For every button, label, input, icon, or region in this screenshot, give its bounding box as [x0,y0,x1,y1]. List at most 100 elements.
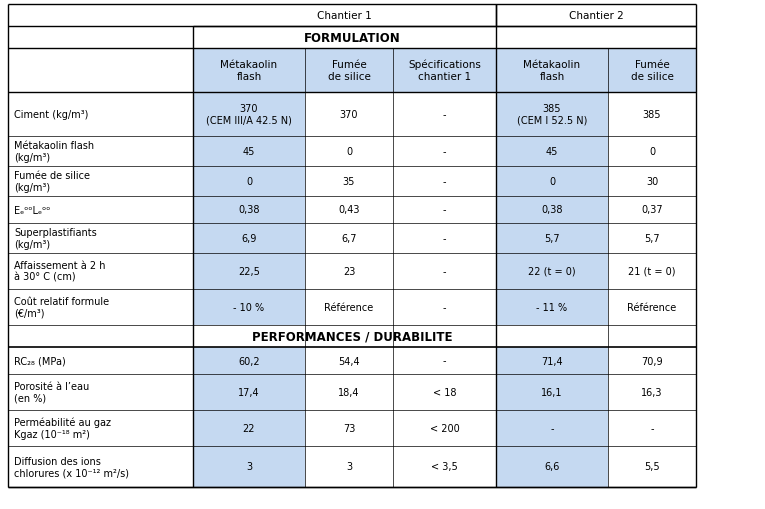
Text: Coût relatif formule
(€/m³): Coût relatif formule (€/m³) [14,297,109,318]
Bar [8,166,193,196]
Bar [496,196,608,223]
Bar [496,93,608,137]
Text: 22,5: 22,5 [238,267,260,276]
Bar [393,290,496,325]
Bar [8,325,696,347]
Text: < 200: < 200 [430,423,459,433]
Bar [8,410,193,446]
Bar [305,446,393,487]
Text: < 3,5: < 3,5 [431,462,458,471]
Bar [305,166,393,196]
Text: -: - [550,423,554,433]
Bar [608,253,696,290]
Text: -: - [443,234,446,243]
Text: 17,4: 17,4 [238,387,260,397]
Text: 16,1: 16,1 [542,387,563,397]
Text: 23: 23 [343,267,355,276]
Bar [496,49,608,93]
Text: Superplastifiants
(kg/m³): Superplastifiants (kg/m³) [14,228,96,249]
Text: Référence: Référence [324,302,373,313]
Text: Perméabilité au gaz
Kgaz (10⁻¹⁸ m²): Perméabilité au gaz Kgaz (10⁻¹⁸ m²) [14,417,111,439]
Text: 6,6: 6,6 [545,462,560,471]
Bar [393,410,496,446]
Text: Fumée
de silice: Fumée de silice [327,60,370,81]
Bar [393,137,496,166]
Text: 0,38: 0,38 [542,205,563,215]
Text: -: - [443,302,446,313]
Bar [193,196,305,223]
Text: -: - [443,356,446,366]
Bar [193,374,305,410]
Text: 73: 73 [343,423,355,433]
Bar [193,347,305,374]
Bar [496,223,608,253]
Text: 0,43: 0,43 [338,205,360,215]
Bar [305,410,393,446]
Bar [393,166,496,196]
Text: 22 (t = 0): 22 (t = 0) [528,267,576,276]
Bar [393,49,496,93]
Text: 21 (t = 0): 21 (t = 0) [628,267,675,276]
Text: 70,9: 70,9 [641,356,662,366]
Bar [393,93,496,137]
Bar [608,196,696,223]
Text: Ciment (kg/m³): Ciment (kg/m³) [14,110,89,120]
Bar [393,223,496,253]
Bar [608,137,696,166]
Bar [608,49,696,93]
Text: 5,5: 5,5 [644,462,659,471]
Text: Chantier 2: Chantier 2 [568,11,623,21]
Bar [608,446,696,487]
Bar [193,446,305,487]
Text: 60,2: 60,2 [238,356,260,366]
Text: FORMULATION: FORMULATION [304,32,400,44]
Text: -: - [443,110,446,120]
Text: Métakaolin flash
(kg/m³): Métakaolin flash (kg/m³) [14,141,94,162]
Bar [608,347,696,374]
Text: 45: 45 [545,147,558,157]
Bar [8,446,193,487]
Text: 370
(CEM III/A 42.5 N): 370 (CEM III/A 42.5 N) [206,104,292,126]
Bar [193,253,305,290]
Bar [496,374,608,410]
Bar [608,410,696,446]
Bar [608,223,696,253]
Text: PERFORMANCES / DURABILITE: PERFORMANCES / DURABILITE [252,330,452,343]
Text: Affaissement à 2 h
à 30° C (cm): Affaissement à 2 h à 30° C (cm) [14,261,106,282]
Bar [608,93,696,137]
Text: -: - [443,147,446,157]
Bar [496,137,608,166]
Text: Diffusion des ions
chlorures (x 10⁻¹² m²/s): Diffusion des ions chlorures (x 10⁻¹² m²… [14,456,129,477]
Text: 385
(CEM I 52.5 N): 385 (CEM I 52.5 N) [517,104,588,126]
Text: 16,3: 16,3 [641,387,662,397]
Text: -: - [443,205,446,215]
Bar [8,196,193,223]
Bar [193,290,305,325]
Bar [608,166,696,196]
Bar [305,253,393,290]
Bar [193,410,305,446]
Bar [608,290,696,325]
Text: 370: 370 [340,110,358,120]
Text: Spécifications
chantier 1: Spécifications chantier 1 [408,60,481,82]
Text: 71,4: 71,4 [541,356,563,366]
Bar [305,347,393,374]
Bar [305,374,393,410]
Bar [8,137,193,166]
Bar [305,223,393,253]
Bar [8,49,193,93]
Text: -: - [443,267,446,276]
Bar [305,49,393,93]
Text: Fumée de silice
(kg/m³): Fumée de silice (kg/m³) [14,171,90,192]
Bar [8,347,193,374]
Text: 35: 35 [343,177,355,187]
Text: 54,4: 54,4 [338,356,360,366]
Text: Métakaolin
flash: Métakaolin flash [523,60,581,81]
Text: -: - [443,177,446,187]
Bar [393,196,496,223]
Text: 0: 0 [346,147,352,157]
Bar [8,27,696,49]
Bar [193,93,305,137]
Bar [193,223,305,253]
Text: Référence: Référence [627,302,676,313]
